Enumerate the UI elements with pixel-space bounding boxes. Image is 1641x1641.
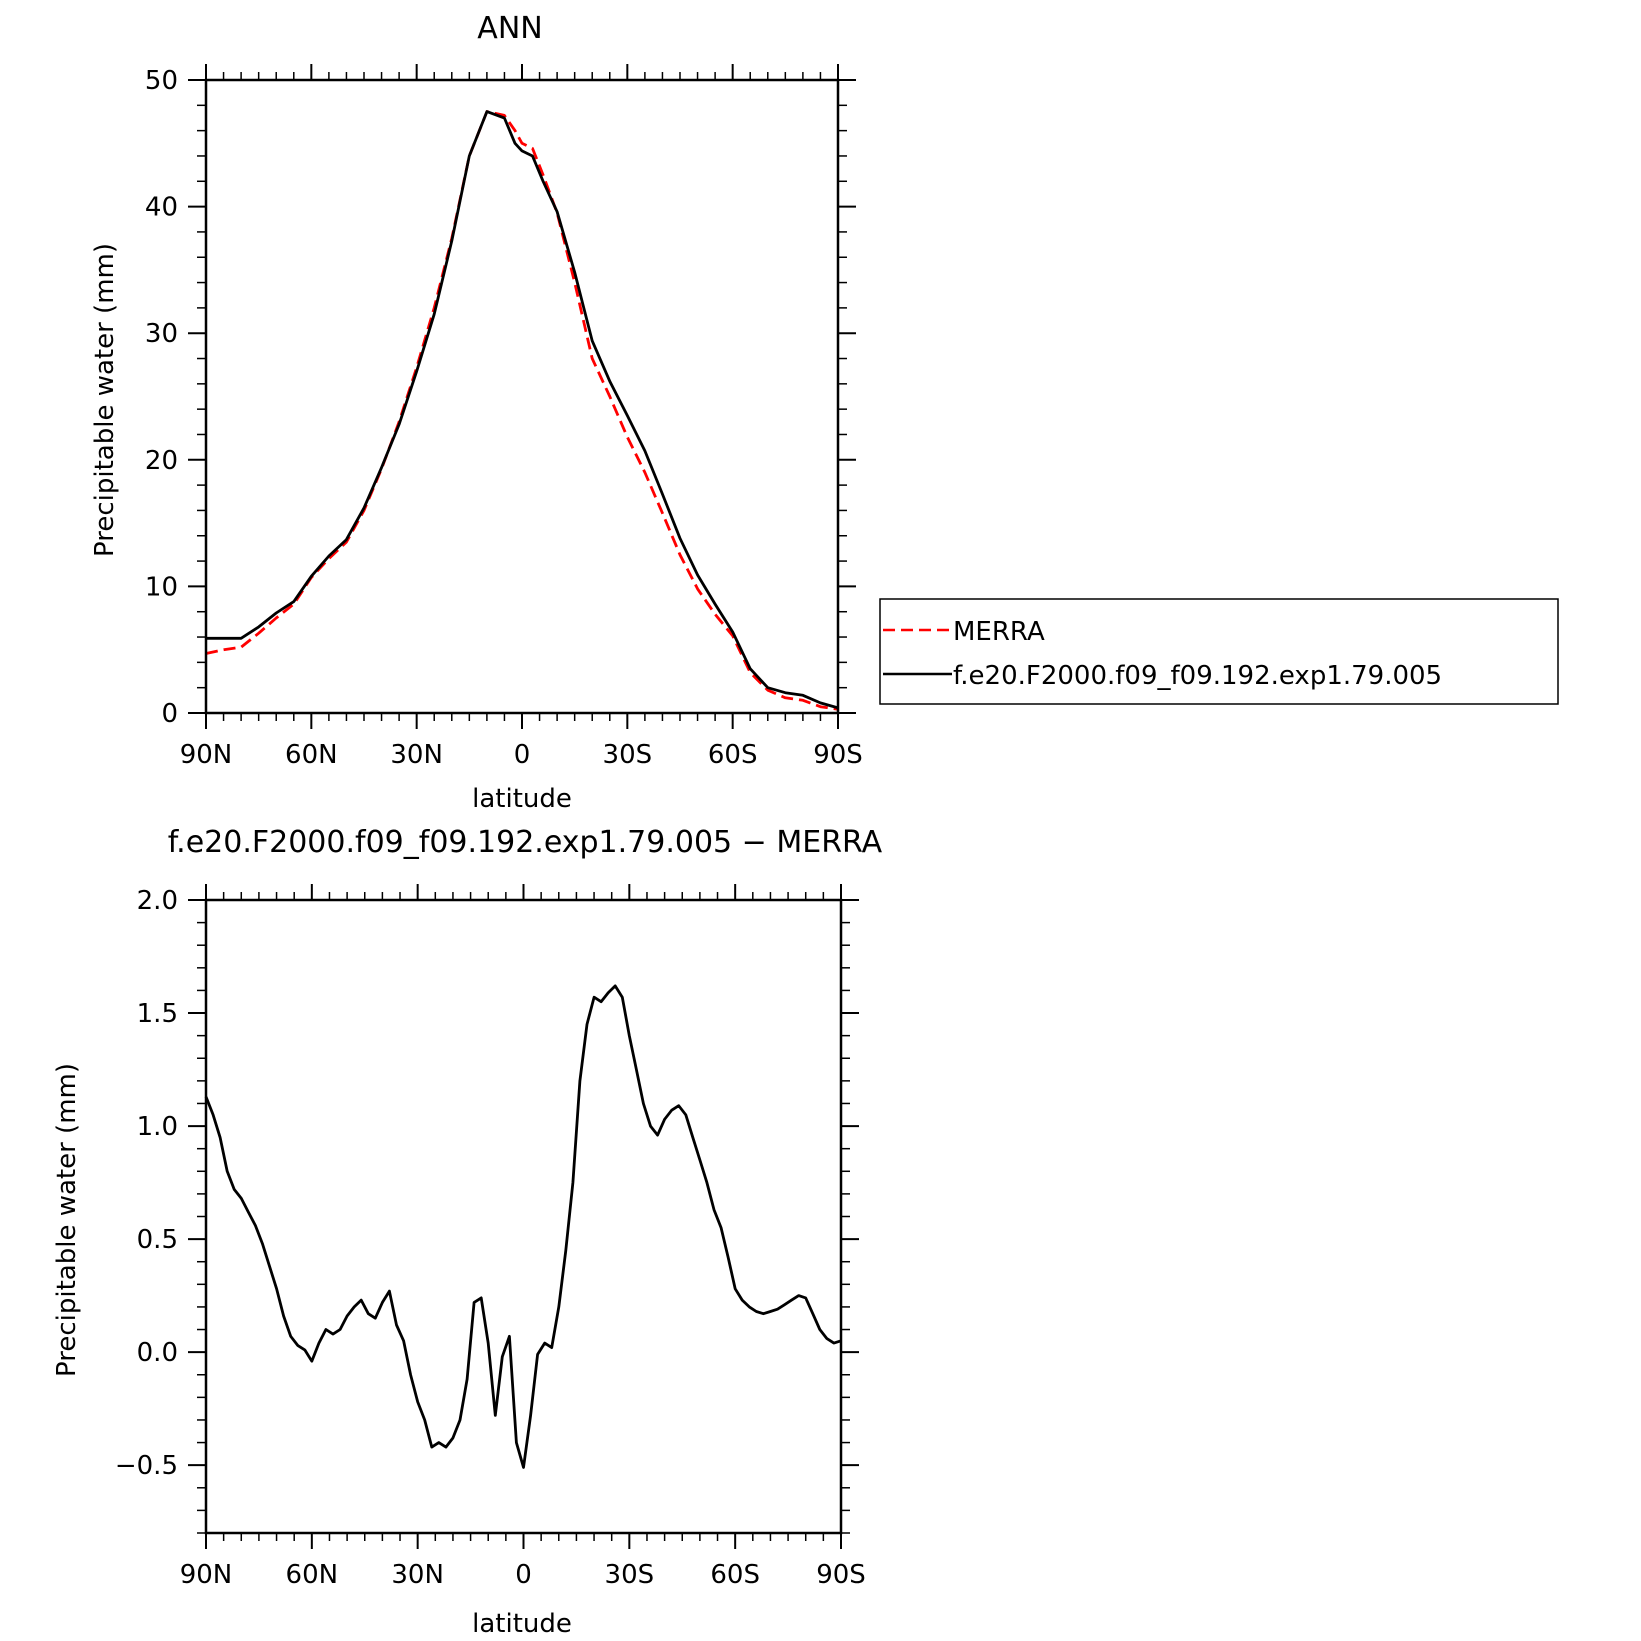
top-y-tick-label: 0 xyxy=(161,699,178,729)
top-x-axis-title: latitude xyxy=(472,784,572,814)
top-y-tick-label: 30 xyxy=(145,319,178,349)
bottom-y-tick-label: 1.0 xyxy=(137,1112,178,1142)
top-series-group xyxy=(205,110,839,711)
top-x-tick-label: 0 xyxy=(514,740,531,770)
legend-box xyxy=(879,598,1559,705)
bottom-series-group xyxy=(204,984,842,1469)
bottom-x-tick-label: 0 xyxy=(515,1560,532,1590)
top-x-tick-label: 30S xyxy=(603,740,653,770)
bottom-y-tick-label: 1.5 xyxy=(137,999,178,1029)
top-y-tick-label: 10 xyxy=(145,572,178,602)
top-chart: ANN 90N 60N 30N 0 30S 60S 90S 0 10 20 30 40 50 latit… xyxy=(90,11,863,814)
bottom-x-axis-title: latitude xyxy=(472,1609,572,1639)
top-series-line-merra xyxy=(205,110,839,711)
bottom-x-tick-label: 90N xyxy=(180,1560,233,1590)
top-y-tick-label: 20 xyxy=(145,446,178,476)
bottom-x-tick-label: 90S xyxy=(816,1560,866,1590)
bottom-y-tick-label: 2.0 xyxy=(137,886,178,916)
legend-label-merra: MERRA xyxy=(953,617,1045,647)
top-x-tick-label: 60S xyxy=(708,740,758,770)
top-y-tick-label: 40 xyxy=(145,193,178,223)
bottom-series-line-difference xyxy=(204,984,842,1469)
top-y-axis-title: Precipitable water (mm) xyxy=(90,243,120,557)
bottom-chart: f.e20.F2000.f09_f09.192.exp1.79.005 − ME… xyxy=(52,825,883,1639)
bottom-ticks-group: 90N 60N 30N 0 30S 60S 90S −0.5 0.0 0.5 1.0 1.5 2.0 xyxy=(115,884,866,1590)
top-x-tick-label: 30N xyxy=(390,740,443,770)
top-y-tick-label: 50 xyxy=(145,66,178,96)
bottom-x-tick-label: 60S xyxy=(710,1560,760,1590)
bottom-chart-title: f.e20.F2000.f09_f09.192.exp1.79.005 − ME… xyxy=(168,825,883,860)
top-plot-frame xyxy=(204,78,840,715)
top-chart-title: ANN xyxy=(477,11,542,46)
top-x-tick-label: 60N xyxy=(285,740,338,770)
top-x-tick-label: 90S xyxy=(813,740,863,770)
legend-label-model: f.e20.F2000.f09_f09.192.exp1.79.005 xyxy=(953,661,1442,691)
top-series-line-model xyxy=(206,110,839,710)
bottom-x-tick-label: 30S xyxy=(605,1560,655,1590)
top-x-tick-label: 90N xyxy=(180,740,233,770)
bottom-x-tick-label: 60N xyxy=(286,1560,339,1590)
bottom-x-tick-label: 30N xyxy=(391,1560,444,1590)
bottom-plot-frame xyxy=(204,898,843,1535)
bottom-y-tick-label: 0.5 xyxy=(137,1225,178,1255)
bottom-y-tick-label: 0.0 xyxy=(137,1338,178,1368)
legend: MERRA f.e20.F2000.f09_f09.192.exp1.79.00… xyxy=(879,598,1559,705)
top-ticks-group: 90N 60N 30N 0 30S 60S 90S 0 10 20 30 40 50 xyxy=(145,64,863,770)
bottom-y-axis-title: Precipitable water (mm) xyxy=(52,1063,82,1377)
bottom-y-tick-label: −0.5 xyxy=(115,1451,178,1481)
